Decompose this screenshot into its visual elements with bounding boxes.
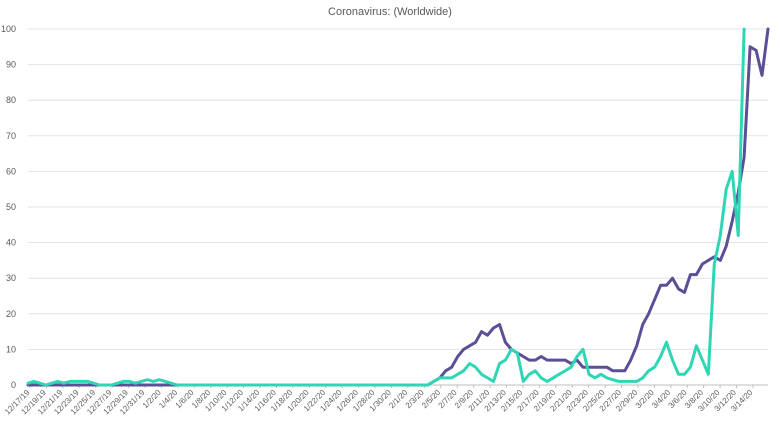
- series-line-2: [26, 27, 746, 387]
- gridlines: [28, 28, 768, 386]
- series-lines: [26, 27, 770, 387]
- y-tick-label: 10: [6, 344, 16, 354]
- y-tick-label: 100: [1, 24, 16, 34]
- y-tick-label: 0: [11, 380, 16, 390]
- y-tick-label: 90: [6, 60, 16, 70]
- y-tick-label: 70: [6, 131, 16, 141]
- y-tick-label: 50: [6, 202, 16, 212]
- y-tick-label: 40: [6, 238, 16, 248]
- y-tick-label: 30: [6, 273, 16, 283]
- x-axis-ticks: 12/17/1912/19/1912/21/1912/23/1912/25/19…: [3, 385, 755, 416]
- y-tick-label: 80: [6, 95, 16, 105]
- y-axis-ticks: 0 10 20 30 40 50 60 70 80 90 100: [1, 24, 16, 390]
- chart-title: Coronavirus: (Worldwide): [328, 6, 452, 18]
- y-tick-label: 20: [6, 309, 16, 319]
- y-tick-label: 60: [6, 166, 16, 176]
